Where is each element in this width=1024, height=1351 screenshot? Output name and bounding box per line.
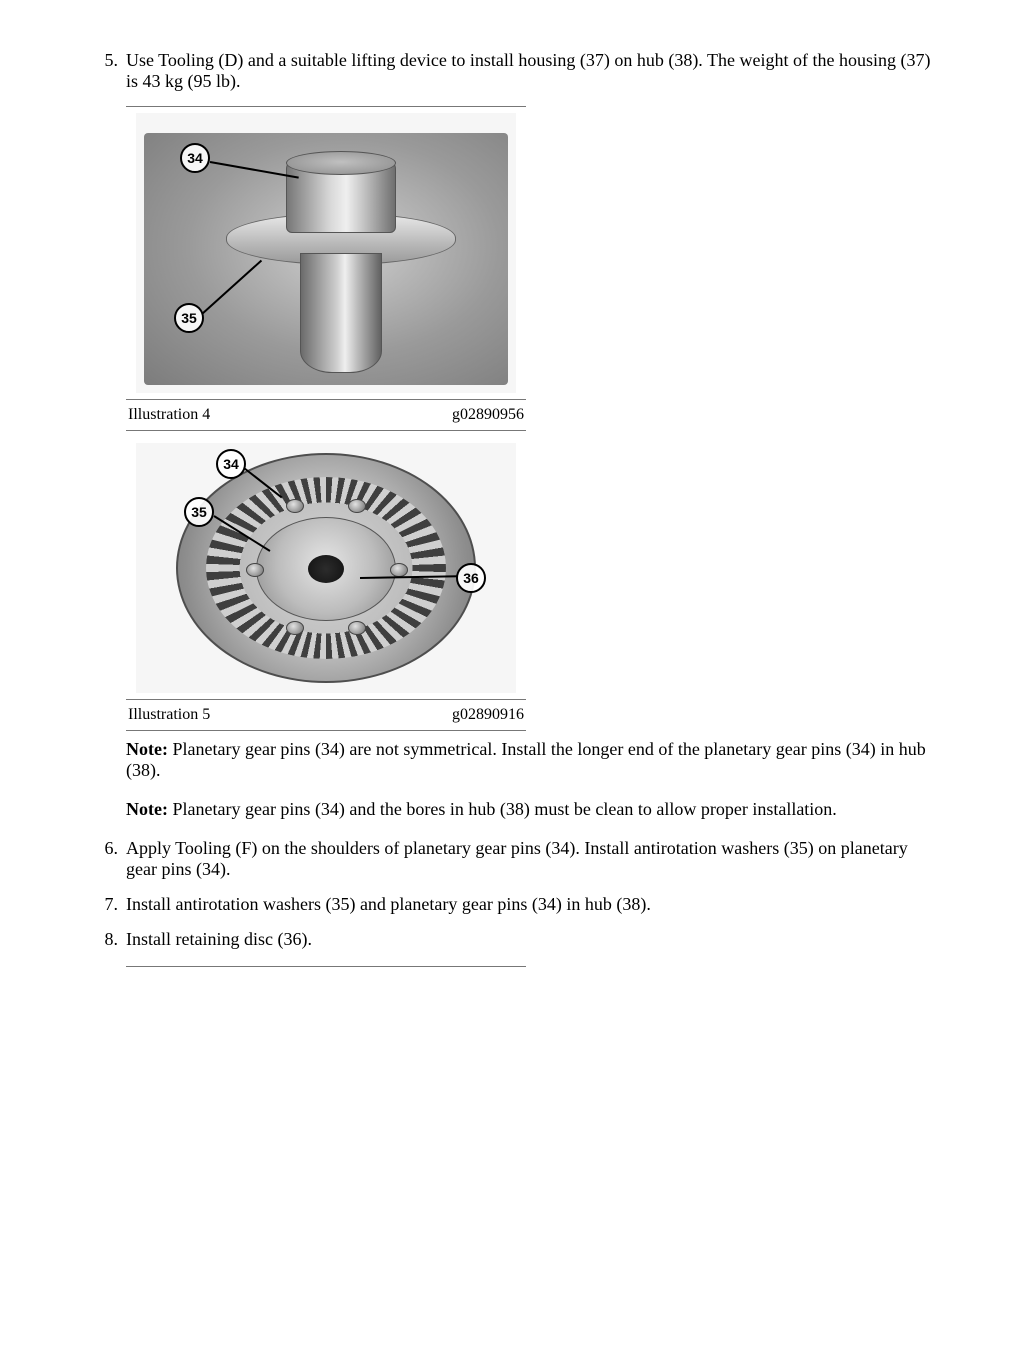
bolt-shape	[390, 563, 408, 577]
note-2: Note: Planetary gear pins (34) and the b…	[126, 799, 934, 820]
step-6-text: Apply Tooling (F) on the shoulders of pl…	[126, 838, 934, 880]
illustration-4-image: 34 35	[136, 113, 516, 393]
illustration-4-caption: Illustration 4 g02890956	[126, 406, 526, 424]
note-prefix: Note:	[126, 799, 168, 819]
page-content: 5. Use Tooling (D) and a suitable liftin…	[90, 50, 934, 967]
step-7-number: 7.	[90, 894, 126, 915]
bolt-shape	[286, 621, 304, 635]
figure-rule	[126, 699, 526, 700]
notes-block: Note: Planetary gear pins (34) are not s…	[90, 739, 934, 820]
step-8-number: 8.	[90, 929, 126, 950]
next-figure-rule	[126, 966, 526, 967]
callout-35-label: 35	[181, 310, 197, 326]
illustration-4: 34 35 Illustration 4 g02890956	[126, 106, 526, 431]
figure-rule	[126, 966, 526, 967]
callout-36: 36	[456, 563, 486, 593]
illustration-4-label: Illustration 4	[128, 406, 210, 424]
figure-rule	[126, 399, 526, 400]
callout-34: 34	[180, 143, 210, 173]
callout-35: 35	[174, 303, 204, 333]
bolt-shape	[246, 563, 264, 577]
step-6: 6. Apply Tooling (F) on the shoulders of…	[90, 838, 934, 880]
pin-cap-shape	[286, 151, 396, 175]
callout-36-label: 36	[463, 570, 479, 586]
step-5-text: Use Tooling (D) and a suitable lifting d…	[126, 50, 934, 92]
pin-lower-shape	[300, 253, 382, 373]
figure-rule	[126, 430, 526, 431]
bolt-shape	[348, 621, 366, 635]
callout-35: 35	[184, 497, 214, 527]
bolt-shape	[286, 499, 304, 513]
step-7: 7. Install antirotation washers (35) and…	[90, 894, 934, 915]
step-8-text: Install retaining disc (36).	[126, 929, 934, 950]
figure-rule	[126, 730, 526, 731]
callout-35-label: 35	[191, 504, 207, 520]
step-5-number: 5.	[90, 50, 126, 92]
callout-34-label: 34	[187, 150, 203, 166]
illustration-5: 34 35 36 Illustration 5 g02890916	[126, 443, 526, 731]
bolt-shape	[348, 499, 366, 513]
note-1-text: Planetary gear pins (34) are not symmetr…	[126, 739, 926, 780]
step-6-number: 6.	[90, 838, 126, 880]
figure-rule	[126, 106, 526, 107]
note-prefix: Note:	[126, 739, 168, 759]
illustration-4-code: g02890956	[452, 406, 524, 424]
note-1: Note: Planetary gear pins (34) are not s…	[126, 739, 934, 781]
note-2-text: Planetary gear pins (34) and the bores i…	[168, 799, 837, 819]
callout-34-label: 34	[223, 456, 239, 472]
step-8: 8. Install retaining disc (36).	[90, 929, 934, 950]
hub-center-bore	[308, 555, 344, 583]
step-7-text: Install antirotation washers (35) and pl…	[126, 894, 934, 915]
illustration-5-caption: Illustration 5 g02890916	[126, 706, 526, 724]
illustration-5-code: g02890916	[452, 706, 524, 724]
illustration-5-label: Illustration 5	[128, 706, 210, 724]
illustration-5-image: 34 35 36	[136, 443, 516, 693]
step-5: 5. Use Tooling (D) and a suitable liftin…	[90, 50, 934, 92]
callout-34: 34	[216, 449, 246, 479]
